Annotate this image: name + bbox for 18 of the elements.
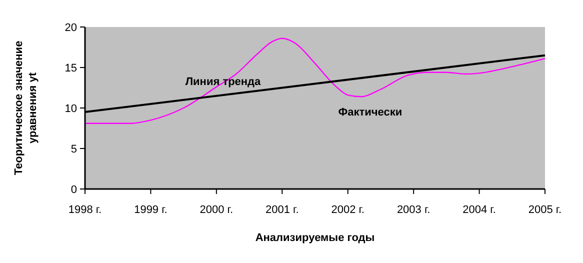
x-axis-title: Анализируемые годы — [255, 232, 375, 244]
x-tick-label: 2001 г. — [266, 204, 299, 216]
series-label: Линия тренда — [185, 76, 262, 88]
x-tick-label: 2005 г. — [528, 204, 562, 216]
y-axis-title: Теоритическое значение уравнения yt — [13, 40, 39, 176]
y-tick-label: 5 — [70, 144, 77, 156]
x-tick-label: 2002 г. — [331, 204, 364, 216]
x-tick-label: 2000 г. — [200, 204, 234, 216]
x-tick-label: 1998 г. — [68, 204, 102, 216]
y-tick-label: 20 — [64, 22, 77, 34]
series-label: Фактически — [338, 106, 402, 118]
y-tick-label: 15 — [64, 62, 77, 74]
x-tick-label: 2004 г. — [462, 204, 496, 216]
y-tick-label: 10 — [64, 103, 77, 115]
y-tick-label: 0 — [70, 184, 77, 196]
x-tick-label: 2003 г. — [396, 204, 430, 216]
line-series — [84, 38, 546, 124]
x-tick-label: 1999 г. — [134, 204, 168, 216]
